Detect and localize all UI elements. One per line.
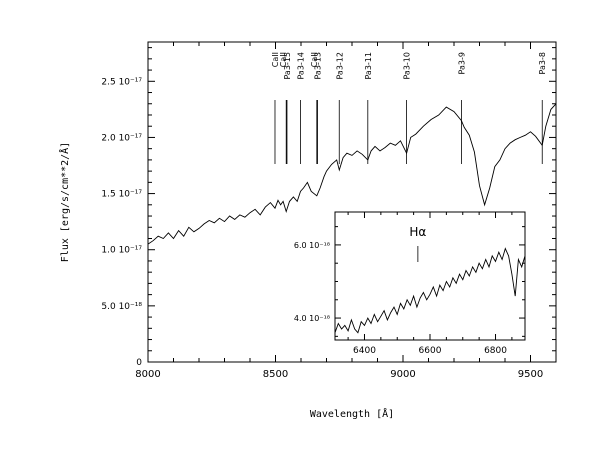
line-marker-label: Pa3-8 [538, 52, 547, 74]
main-ticks: 8000 8500 9000 9500 0 5.0 10⁻¹⁸ 1.0 10⁻¹⁷ 1.5 1… [101, 42, 557, 380]
inset-x-tick-label: 6800 [484, 346, 507, 356]
y-axis-label: Flux [erg/s/cm**2/Å] [58, 142, 71, 262]
line-marker-label: Pa3-11 [364, 52, 373, 80]
y-tick-label: 1.0 10⁻¹⁷ [101, 246, 142, 256]
x-tick-label: 8500 [263, 369, 288, 380]
inset-x-tick-label: 6600 [419, 346, 442, 356]
inset-x-tick-label: 6400 [353, 346, 376, 356]
y-tick-label: 2.0 10⁻¹⁷ [101, 133, 142, 143]
line-marker-label: CaII [279, 52, 288, 67]
inset-plot-frame [334, 211, 526, 341]
y-tick-label: 5.0 10⁻¹⁸ [101, 302, 142, 312]
line-marker-label: Pa3-9 [457, 52, 466, 74]
inset-ticks: 6400 6600 6800 4.0 10⁻¹⁸ 6.0 10⁻¹⁸ [294, 212, 525, 356]
x-axis-label: Wavelength [Å] [310, 407, 394, 420]
line-marker-label: CaII [310, 52, 319, 67]
line-marker-label: Pa3-12 [335, 52, 344, 80]
inset-y-tick-label: 4.0 10⁻¹⁸ [294, 314, 330, 323]
inset-spectrum-line [334, 247, 526, 334]
y-tick-label: 1.5 10⁻¹⁷ [101, 190, 142, 200]
halpha-label: Hα [409, 225, 426, 239]
y-tick-label: 0 [136, 358, 142, 368]
inset-series-group [334, 247, 526, 334]
line-marker-label: Pa3-15 [283, 52, 292, 80]
x-tick-label: 9000 [390, 369, 415, 380]
line-marker-label: Pa3-10 [403, 52, 412, 80]
spectrum-line [147, 103, 557, 245]
x-tick-label: 8000 [135, 369, 160, 380]
inset-y-tick-label: 6.0 10⁻¹⁸ [294, 241, 330, 250]
x-tick-label: 9500 [518, 369, 543, 380]
main-series-group [147, 103, 557, 245]
line-marker-label: CaII [271, 52, 280, 67]
y-tick-label: 2.5 10⁻¹⁷ [101, 77, 142, 87]
line-marker-label: Pa3-13 [314, 52, 323, 80]
inset-annotations: Hα [409, 225, 426, 262]
line-marker-label: Pa3-14 [297, 52, 306, 80]
